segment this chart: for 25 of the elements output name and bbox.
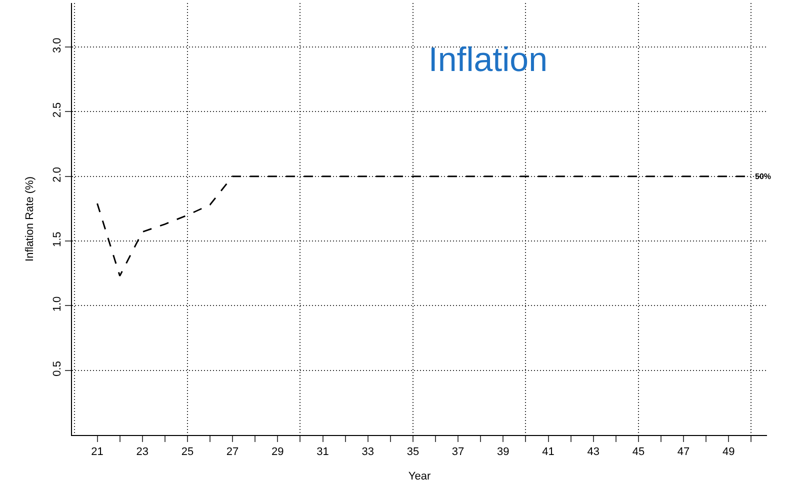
x-tick-label: 43 (587, 446, 600, 458)
y-tick-label: 1.5 (52, 232, 64, 247)
x-axis-title: Year (408, 470, 431, 482)
y-axis-title: Inflation Rate (%) (24, 176, 36, 262)
x-tick-label: 37 (452, 446, 464, 458)
y-tick-label: 0.5 (52, 361, 64, 376)
y-tick-label: 3.0 (52, 38, 64, 53)
x-tick-label: 49 (722, 446, 735, 458)
text: Inflation (428, 41, 548, 80)
x-tick-label: 27 (226, 446, 239, 458)
y-tick-label: 2.0 (52, 167, 64, 182)
y-tick-label: 1.0 (52, 296, 64, 312)
x-tick-label: 45 (632, 446, 645, 458)
x-tick-label: 23 (136, 446, 148, 458)
y-tick-label: 2.5 (52, 102, 64, 118)
x-tick-label: 29 (272, 446, 284, 458)
x-tick-label: 31 (316, 446, 329, 458)
x-tick-label: 25 (181, 446, 194, 458)
x-tick-label: 33 (362, 446, 374, 458)
x-tick-label: 35 (406, 446, 420, 458)
x-tick-label: 39 (497, 446, 510, 458)
x-tick-label: 41 (542, 446, 554, 458)
annotation: 50% (755, 172, 772, 181)
x-tick-label: 21 (91, 446, 104, 458)
x-tick-label: 47 (677, 446, 690, 458)
